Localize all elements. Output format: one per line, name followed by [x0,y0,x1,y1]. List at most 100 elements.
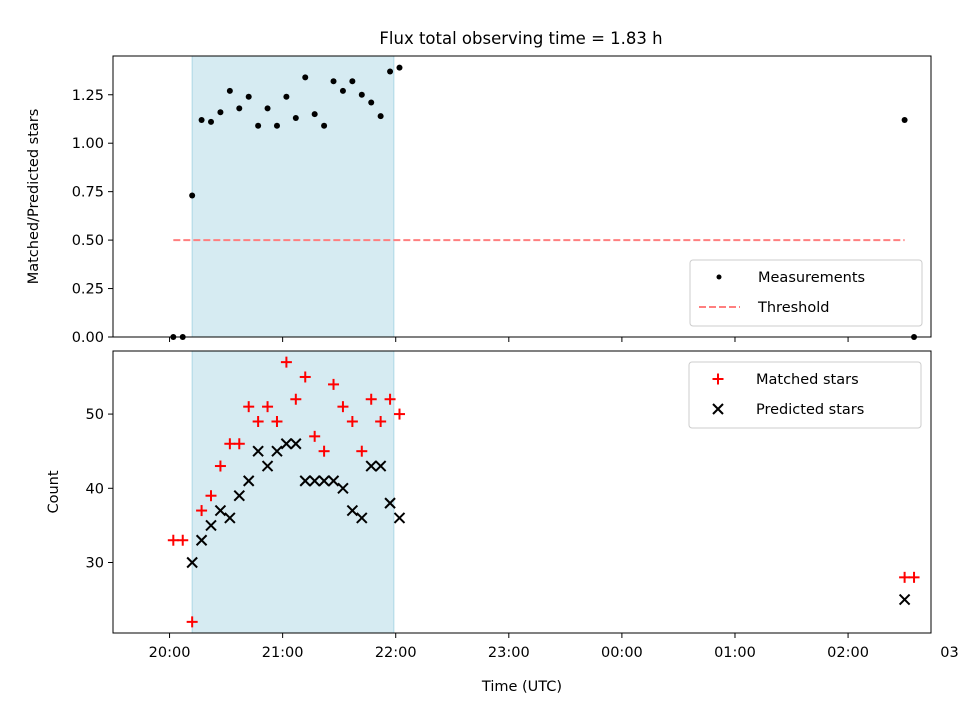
bottom-x-axis: 20:00 21:00 22:00 23:00 00:00 01:00 02:00 03:00 [149,633,960,661]
measurement-point [198,116,205,123]
top-x-axis [169,337,849,342]
measurement-point [226,87,233,94]
matched-stars-points [167,356,920,628]
legend-box [689,259,923,327]
predicted-star-point [393,512,406,524]
y-tick-label: 0.50 [72,233,104,249]
matched-star-point [365,393,377,405]
predicted-star-point [280,438,293,450]
measurement-point [330,78,337,85]
predicted-star-point [214,504,227,517]
measurement-point [377,113,384,120]
predicted-star-point [195,534,208,546]
predicted-star-point [299,475,311,487]
x-tick-label: 00:00 [601,645,643,661]
predicted-star-point [233,490,245,502]
measurement-point [387,68,394,75]
predicted-star-point [374,460,387,472]
legend-box [688,361,922,429]
chart-title: Flux total observing time = 1.83 h [379,29,662,48]
y-tick-label: 1.00 [72,136,104,152]
predicted-star-point [365,460,377,472]
predicted-star-point [337,482,349,494]
top-legend: Measurements Threshold [689,259,923,327]
measurement-point [321,122,328,129]
measurement-point [339,87,346,94]
predicted-star-point [308,475,321,487]
matched-star-point [233,438,245,450]
x-tick-label: 03:00 [940,645,960,661]
y-tick-label: 0.75 [72,185,104,201]
legend-threshold-label: Threshold [757,300,829,316]
bottom-axes-frame [112,350,932,634]
bottom-panel: 30 40 50 20:00 21:00 22:00 23:00 00:00 01:00 02:… [46,350,960,695]
measurement-point [302,74,309,81]
matched-star-point [290,393,302,405]
predicted-star-point [186,556,198,569]
matched-star-point [384,393,396,405]
shaded-interval [191,350,395,634]
measurement-point [283,93,290,100]
bottom-y-axis: 30 40 50 [86,407,113,572]
y-tick-label: 0.00 [72,330,104,346]
predicted-star-point [384,497,396,509]
matched-star-point [280,356,292,368]
measurement-point [189,192,196,199]
predicted-star-point [346,504,359,517]
measurement-point [255,122,262,129]
matched-star-point [186,616,198,628]
measurement-point [311,111,318,118]
matched-star-point [318,445,330,457]
matched-star-point [375,416,387,427]
measurement-points [170,64,918,340]
shaded-interval [191,55,395,338]
matched-star-point [337,401,349,413]
x-tick-label: 23:00 [488,645,530,661]
matched-star-point [205,490,217,502]
matched-star-point [177,534,189,546]
matched-star-point [899,571,911,583]
measurement-point [396,64,403,71]
predicted-star-point [356,512,368,524]
x-tick-label: 20:00 [149,645,191,661]
top-axes-frame [112,55,932,338]
matched-star-point [271,416,283,427]
measurement-point [368,99,375,106]
predicted-star-point [224,512,236,524]
measurement-point [264,105,271,112]
predicted-star-point [252,445,264,457]
x-tick-label: 01:00 [714,645,756,661]
matched-star-point [356,445,368,457]
predicted-star-point [242,475,255,487]
predicted-star-point [261,460,274,472]
x-tick-label: 21:00 [262,645,304,661]
predicted-star-point [327,475,340,487]
x-tick-label: 22:00 [375,645,417,661]
measurement-point [273,122,280,129]
predicted-star-point [898,593,911,606]
matched-star-point [299,371,311,383]
legend-plus-glyph [712,373,724,385]
legend-predicted-label: Predicted stars [756,402,864,418]
predicted-star-point [318,475,330,487]
matched-star-point [328,378,340,390]
legend-matched-marker [712,373,724,385]
measurement-point [236,105,243,112]
predicted-stars-points [186,438,911,606]
predicted-star-point [290,438,302,450]
matched-star-point [309,430,321,442]
matched-star-point [393,408,405,420]
measurement-point [349,78,356,85]
x-tick-label: 02:00 [827,645,869,661]
y-tick-label: 0.25 [72,282,104,298]
legend-measurements-marker [716,274,722,280]
predicted-star-point [271,445,283,457]
matched-star-point [196,505,208,517]
matched-star-point [252,416,264,427]
top-y-axis-label: Matched/Predicted stars [26,109,42,285]
bottom-legend: Matched stars Predicted stars [688,361,922,429]
matched-star-point [908,571,920,583]
legend-cross-glyph [712,403,724,415]
matched-star-point [262,401,274,413]
